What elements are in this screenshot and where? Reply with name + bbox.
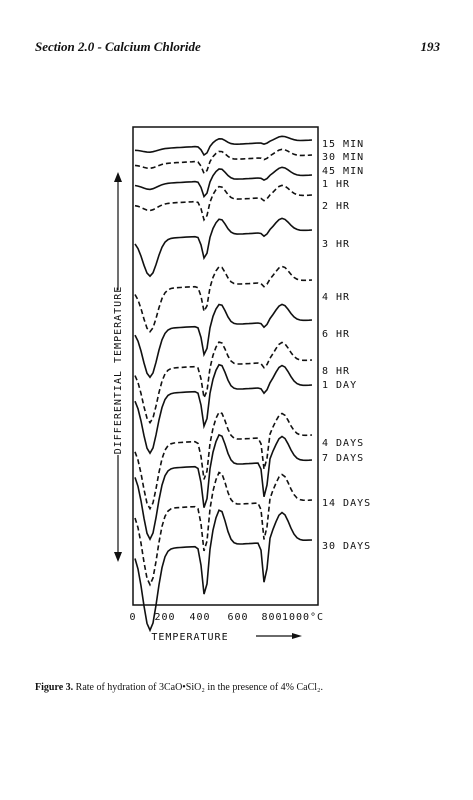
arrow-head [292, 633, 302, 639]
x-tick-label: 800 [261, 612, 282, 623]
dta-curve [134, 303, 313, 379]
x-axis-label: TEMPERATURE [151, 632, 228, 643]
dta-curve [134, 135, 313, 157]
curve-label: 3 HR [322, 239, 350, 250]
dta-curve [134, 411, 313, 511]
page-number: 193 [421, 39, 441, 54]
x-tick-label: 400 [189, 612, 210, 623]
x-tick-label: 200 [154, 612, 175, 623]
dta-curve [134, 471, 313, 587]
curve-label: 2 HR [322, 201, 350, 212]
curve-label: 15 MIN [322, 139, 364, 150]
caption-text: Rate of hydration of 3CaO•SiO₂ in the pr… [76, 682, 323, 693]
dta-curve [134, 166, 313, 199]
curve-label: 30 DAYS [322, 541, 371, 552]
curve-label: 45 MIN [322, 166, 364, 177]
curve-label: 30 MIN [322, 152, 364, 163]
caption: Figure 3. Rate of hydration of 3CaO•SiO₂… [35, 682, 323, 693]
curves [134, 135, 313, 633]
dta-curve [134, 217, 313, 278]
curve-label: 1 HR [322, 179, 350, 190]
dta-curve [134, 184, 313, 222]
curve-label: 4 HR [322, 292, 350, 303]
caption-label: Figure 3. [35, 682, 74, 693]
dta-curve [134, 265, 313, 333]
arrow-head [114, 172, 122, 182]
arrow-head [114, 552, 122, 562]
section-title: Section 2.0 - Calcium Chloride [35, 39, 201, 54]
dta-curve [134, 433, 313, 541]
curve-label: 7 DAYS [322, 453, 364, 464]
curve-label: 1 DAY [322, 380, 357, 391]
curve-label: 4 DAYS [322, 438, 364, 449]
curve-label: 8 HR [322, 366, 350, 377]
x-tick-label: 600 [227, 612, 248, 623]
y-axis-label: DIFFERENTIAL TEMPERATURE [113, 286, 124, 455]
dta-curve [134, 509, 313, 633]
x-tick-label: 0 [129, 612, 136, 623]
curve-label: 14 DAYS [322, 498, 371, 509]
curve-label: 6 HR [322, 329, 350, 340]
plot-frame [132, 126, 319, 606]
dta-curve [134, 341, 313, 425]
x-tick-label: 1000°C [282, 612, 324, 623]
dta-curve [134, 363, 313, 455]
